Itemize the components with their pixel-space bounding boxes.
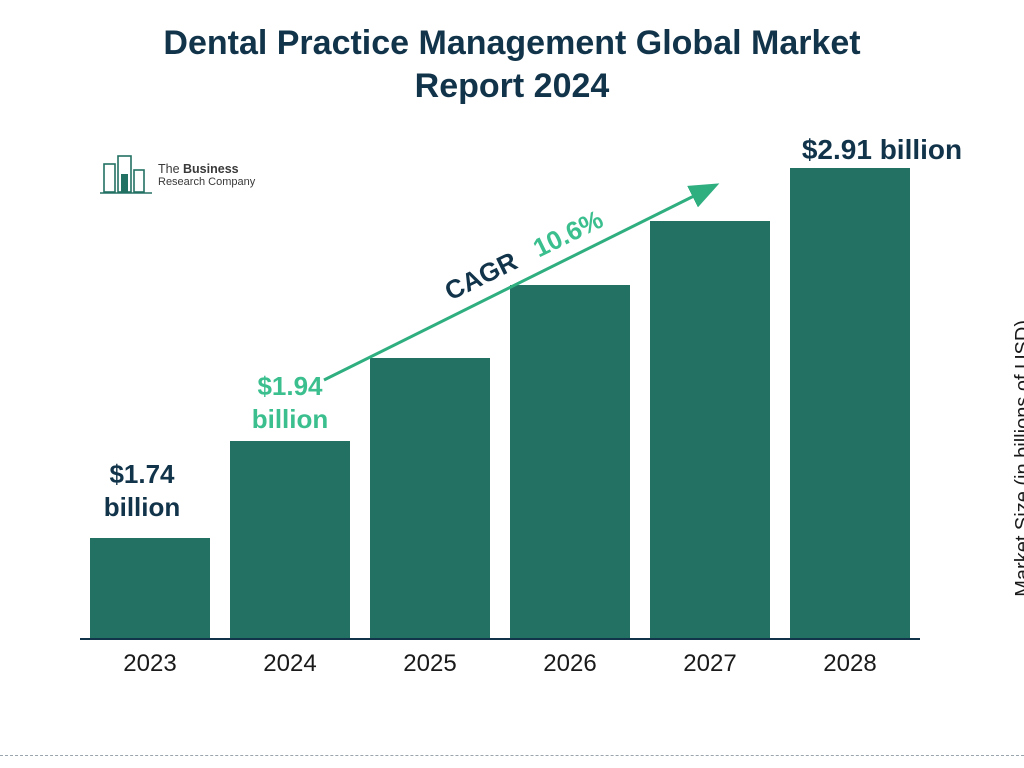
- bar: [790, 168, 910, 638]
- data-value-label: $1.94billion: [230, 370, 350, 435]
- bar: [230, 441, 350, 638]
- bar-wrap: [510, 285, 630, 638]
- bar-wrap: [90, 538, 210, 638]
- x-tick-label: 2025: [370, 644, 490, 680]
- bottom-dashed-line: [0, 755, 1024, 756]
- x-tick-label: 2027: [650, 644, 770, 680]
- data-value-label: $2.91 billion: [782, 132, 982, 167]
- bar-wrap: [370, 358, 490, 638]
- chart-title: Dental Practice Management Global Market…: [0, 0, 1024, 107]
- bar: [650, 221, 770, 638]
- x-axis-labels: 2023 2024 2025 2026 2027 2028: [80, 644, 920, 680]
- bar: [370, 358, 490, 638]
- bar: [90, 538, 210, 638]
- bar-wrap: [790, 168, 910, 638]
- y-axis-label: Market Size (in billions of USD): [1012, 320, 1024, 597]
- bar-wrap: [230, 441, 350, 638]
- data-value-label: $1.74billion: [82, 458, 202, 523]
- title-line-1: Dental Practice Management Global Market: [163, 24, 860, 62]
- x-tick-label: 2028: [790, 644, 910, 680]
- bar-wrap: [650, 221, 770, 638]
- x-axis-line: [80, 638, 920, 640]
- bars-container: [80, 138, 920, 638]
- bar-chart: 2023 2024 2025 2026 2027 2028: [80, 140, 920, 680]
- title-line-2: Report 2024: [415, 67, 610, 105]
- x-tick-label: 2026: [510, 644, 630, 680]
- bar: [510, 285, 630, 638]
- x-tick-label: 2024: [230, 644, 350, 680]
- x-tick-label: 2023: [90, 644, 210, 680]
